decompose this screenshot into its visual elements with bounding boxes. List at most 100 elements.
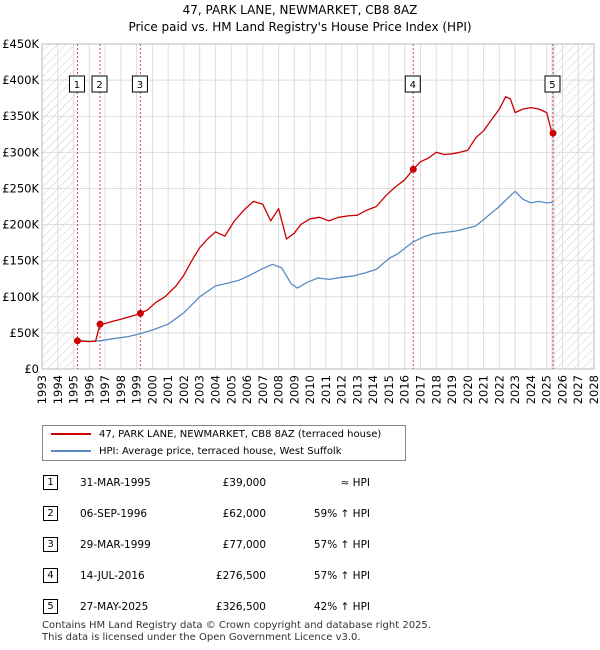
footer-copyright: Contains HM Land Registry data © Crown c… xyxy=(42,620,431,631)
x-tick-label: 2001 xyxy=(161,375,175,404)
x-tick-label: 2016 xyxy=(398,375,412,404)
x-tick-label: 2024 xyxy=(524,375,538,404)
sale-marker-box xyxy=(404,75,421,93)
sale-price: £62,000 xyxy=(222,508,266,520)
sale-price: £77,000 xyxy=(222,539,266,551)
sale-marker-box xyxy=(544,75,561,93)
x-tick-label: 2025 xyxy=(540,375,554,404)
x-tick-label: 2019 xyxy=(445,375,459,404)
sale-marker-number: 5 xyxy=(549,80,555,91)
table-row: 3 29-MAR-1999 £77,000 57% ↑ HPI xyxy=(0,535,600,555)
y-tick-label: £450K xyxy=(2,37,39,51)
x-tick-label: 2023 xyxy=(508,375,522,404)
sale-marker-number: 3 xyxy=(137,80,143,91)
y-tick-label: £400K xyxy=(2,73,39,87)
x-tick-label: 1994 xyxy=(51,375,65,404)
price-chart: 47, PARK LANE, NEWMARKET, CB8 8AZ Price … xyxy=(2,3,600,404)
x-tick-label: 2027 xyxy=(571,375,585,404)
x-tick-label: 2026 xyxy=(555,375,569,404)
x-tick-label: 2008 xyxy=(272,375,286,404)
x-tick-label: 2013 xyxy=(350,375,364,404)
legend-swatch-hpi xyxy=(51,450,91,452)
table-row: 1 31-MAR-1995 £39,000 ≈ HPI xyxy=(0,473,600,493)
table-row: 5 27-MAY-2025 £326,500 42% ↑ HPI xyxy=(0,597,600,617)
sale-marker-box xyxy=(131,75,148,93)
x-tick-label: 2002 xyxy=(177,375,191,404)
sale-number-badge: 4 xyxy=(43,568,58,583)
x-tick-label: 2028 xyxy=(587,375,600,404)
sale-band xyxy=(551,44,555,369)
footer: Contains HM Land Registry data © Crown c… xyxy=(42,620,431,644)
x-tick-label: 1996 xyxy=(82,375,96,404)
sale-marker-number: 1 xyxy=(74,80,80,91)
x-tick-label: 2022 xyxy=(492,375,506,404)
y-tick-label: £150K xyxy=(2,254,39,268)
footer-licence: This data is licensed under the Open Gov… xyxy=(42,632,361,643)
sale-date: 27-MAY-2025 xyxy=(80,601,149,613)
x-tick-label: 2007 xyxy=(256,375,270,404)
plot-frame xyxy=(41,43,595,370)
y-tick-label: £300K xyxy=(2,145,39,159)
x-tick-label: 2003 xyxy=(193,375,207,404)
legend-label-property: 47, PARK LANE, NEWMARKET, CB8 8AZ (terra… xyxy=(99,429,382,440)
legend-item-hpi: HPI: Average price, terraced house, West… xyxy=(51,444,342,460)
legend: 47, PARK LANE, NEWMARKET, CB8 8AZ (terra… xyxy=(42,425,406,461)
sale-hpi-relation: 59% ↑ HPI xyxy=(313,508,370,520)
x-tick-label: 2005 xyxy=(224,375,238,404)
y-tick-label: £200K xyxy=(2,218,39,232)
hatched-region xyxy=(552,44,594,369)
x-tick-label: 1998 xyxy=(114,375,128,404)
sale-marker-number: 4 xyxy=(410,80,416,91)
sale-date: 06-SEP-1996 xyxy=(80,508,148,520)
sale-marker-box xyxy=(68,75,85,93)
x-tick-label: 2015 xyxy=(382,375,396,404)
sale-marker-label: 2 xyxy=(91,75,108,93)
y-tick-label: £100K xyxy=(2,290,39,304)
sale-number-badge: 5 xyxy=(43,599,58,614)
hatched-region xyxy=(42,44,78,369)
x-tick-label: 1993 xyxy=(35,375,49,404)
table-row: 2 06-SEP-1996 £62,000 59% ↑ HPI xyxy=(0,504,600,524)
sale-point xyxy=(136,309,144,317)
sale-marker-label: 4 xyxy=(404,75,421,93)
sale-hpi-relation: 57% ↑ HPI xyxy=(313,570,370,582)
x-tick-label: 2006 xyxy=(240,375,254,404)
chart-subtitle: Price paid vs. HM Land Registry's House … xyxy=(128,20,471,34)
sale-date: 29-MAR-1999 xyxy=(80,539,151,551)
sale-date: 14-JUL-2016 xyxy=(80,570,145,582)
sale-hpi-relation: 57% ↑ HPI xyxy=(313,539,370,551)
sale-number-badge: 2 xyxy=(43,506,58,521)
sale-price: £276,500 xyxy=(215,570,266,582)
x-tick-label: 1999 xyxy=(130,375,144,404)
sale-hpi-relation: 42% ↑ HPI xyxy=(313,601,370,613)
x-tick-label: 1997 xyxy=(98,375,112,404)
sale-price: £326,500 xyxy=(215,601,266,613)
x-tick-label: 2020 xyxy=(461,375,475,404)
sale-marker-label: 3 xyxy=(131,75,148,93)
legend-swatch-property xyxy=(51,433,91,435)
x-tick-label: 2000 xyxy=(145,375,159,404)
sale-point xyxy=(409,165,417,173)
sale-price: £39,000 xyxy=(222,477,266,489)
x-tick-label: 2018 xyxy=(429,375,443,404)
x-tick-label: 2010 xyxy=(303,375,317,404)
x-tick-label: 2012 xyxy=(335,375,349,404)
property-price-line xyxy=(77,96,554,343)
sale-marker-label: 1 xyxy=(68,75,85,93)
y-tick-label: £50K xyxy=(10,326,40,340)
sale-point xyxy=(73,337,81,345)
sale-number-badge: 1 xyxy=(43,475,58,490)
x-tick-label: 2004 xyxy=(208,375,222,404)
sale-number-badge: 3 xyxy=(43,537,58,552)
sale-marker-box xyxy=(91,75,108,93)
table-row: 4 14-JUL-2016 £276,500 57% ↑ HPI xyxy=(0,566,600,586)
x-tick-label: 2011 xyxy=(319,375,333,404)
y-tick-label: £0 xyxy=(24,362,39,376)
chart-title: 47, PARK LANE, NEWMARKET, CB8 8AZ xyxy=(183,3,418,17)
y-tick-label: £250K xyxy=(2,181,39,195)
legend-item-property: 47, PARK LANE, NEWMARKET, CB8 8AZ (terra… xyxy=(51,427,381,443)
sale-point xyxy=(549,129,557,137)
x-tick-label: 2021 xyxy=(477,375,491,404)
sale-date: 31-MAR-1995 xyxy=(80,477,151,489)
x-tick-label: 2009 xyxy=(287,375,301,404)
